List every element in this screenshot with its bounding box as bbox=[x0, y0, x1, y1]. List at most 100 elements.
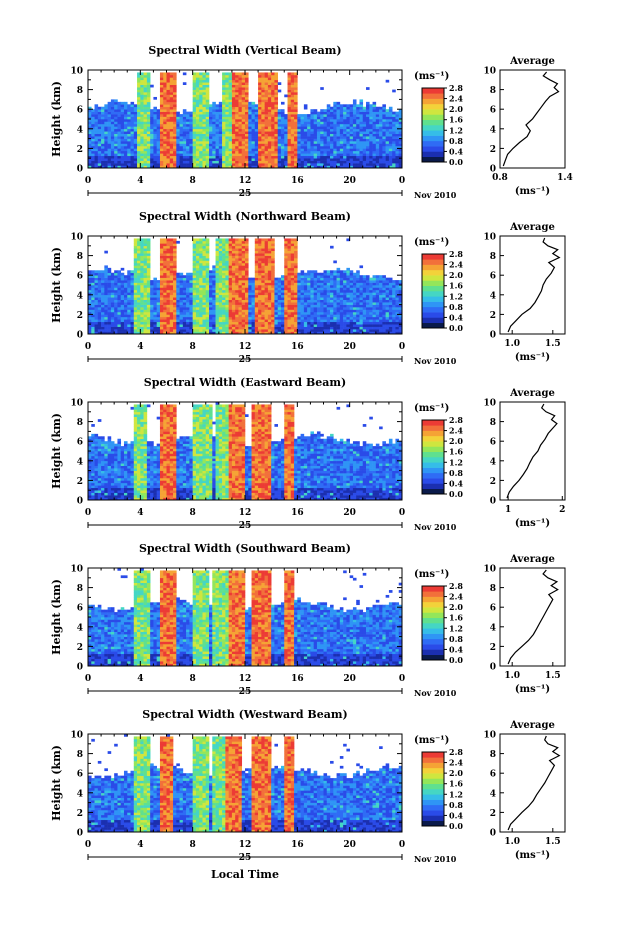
colorbar-label: (ms⁻¹) bbox=[414, 237, 449, 248]
profile-x-tick-label: 1.4 bbox=[557, 173, 573, 183]
colorbar-swatch bbox=[422, 773, 444, 779]
colorbar-tick-label: 1.6 bbox=[449, 613, 463, 623]
colorbar-tick-label: 1.2 bbox=[449, 623, 463, 633]
colorbar-tick-label: 1.2 bbox=[449, 457, 463, 467]
date-month-label: Nov 2010 bbox=[414, 522, 457, 532]
colorbar-swatch bbox=[422, 767, 444, 774]
profile-y-tick-label: 0 bbox=[490, 165, 496, 175]
colorbar-tick-label: 1.6 bbox=[449, 115, 463, 125]
colorbar-swatch bbox=[422, 457, 444, 463]
colorbar-swatch bbox=[422, 135, 444, 142]
x-tick-label: 20 bbox=[343, 674, 356, 684]
profile-y-tick-label: 6 bbox=[490, 272, 496, 282]
colorbar-swatch bbox=[422, 783, 444, 790]
profile-frame bbox=[499, 401, 566, 501]
colorbar-swatch bbox=[422, 488, 444, 495]
x-tick-label: 4 bbox=[137, 176, 143, 186]
colorbar-swatch bbox=[422, 435, 444, 442]
y-axis-label: Height (km) bbox=[50, 745, 63, 821]
profile-x-label: (ms⁻¹) bbox=[515, 850, 550, 861]
y-tick-label: 2 bbox=[77, 477, 83, 487]
colorbar-tick-label: 0.4 bbox=[449, 478, 463, 488]
colorbar-label: (ms⁻¹) bbox=[414, 71, 449, 82]
colorbar-swatch bbox=[422, 425, 444, 431]
profile-y-tick-label: 6 bbox=[490, 604, 496, 614]
y-tick-label: 0 bbox=[77, 497, 83, 507]
profile-y-tick-label: 2 bbox=[490, 809, 496, 819]
y-axis-label: Height (km) bbox=[50, 81, 63, 157]
x-tick-label: 4 bbox=[137, 508, 143, 518]
y-tick-label: 10 bbox=[70, 233, 83, 243]
profile-x-tick-label: 1.0 bbox=[504, 837, 520, 847]
profile-x-tick-label: 1.0 bbox=[504, 339, 520, 349]
x-tick-label: 8 bbox=[190, 840, 196, 850]
colorbar-tick-label: 2.0 bbox=[449, 104, 463, 114]
profile-title: Average bbox=[509, 56, 555, 67]
colorbar-swatch bbox=[422, 103, 444, 110]
colorbar-swatch bbox=[422, 483, 444, 490]
colorbar-tick-label: 0.4 bbox=[449, 644, 463, 654]
colorbar-swatch bbox=[422, 810, 444, 816]
colorbar-swatch bbox=[422, 269, 444, 276]
colorbar-swatch bbox=[422, 125, 444, 131]
colorbar-swatch bbox=[422, 633, 444, 640]
colorbar-swatch bbox=[422, 317, 444, 324]
colorbar-swatch bbox=[422, 420, 444, 426]
colorbar-swatch bbox=[422, 596, 444, 603]
x-tick-label: 4 bbox=[137, 674, 143, 684]
colorbar-swatch bbox=[422, 799, 444, 806]
y-tick-label: 6 bbox=[77, 272, 83, 282]
colorbar-swatch bbox=[422, 296, 444, 302]
profile-y-tick-label: 0 bbox=[490, 331, 496, 341]
x-tick-label: 16 bbox=[291, 674, 304, 684]
profile-y-tick-label: 2 bbox=[490, 145, 496, 155]
x-tick-label: 0 bbox=[399, 176, 405, 186]
colorbar-swatch bbox=[422, 259, 444, 265]
x-tick-label: 12 bbox=[239, 674, 252, 684]
panel-title: Spectral Width (Northward Beam) bbox=[139, 210, 351, 223]
y-tick-label: 0 bbox=[77, 829, 83, 839]
colorbar-swatch bbox=[422, 472, 444, 479]
profile-line bbox=[507, 237, 561, 333]
colorbar-tick-label: 0.8 bbox=[449, 800, 463, 810]
date-month-label: Nov 2010 bbox=[414, 190, 457, 200]
x-tick-label: 16 bbox=[291, 508, 304, 518]
colorbar-tick-label: 2.0 bbox=[449, 270, 463, 280]
x-tick-label: 0 bbox=[85, 176, 91, 186]
profile-y-tick-label: 8 bbox=[490, 86, 496, 96]
colorbar-frame bbox=[421, 419, 445, 495]
x-tick-label: 0 bbox=[399, 342, 405, 352]
profile-frame bbox=[499, 235, 566, 335]
colorbar-tick-label: 0.0 bbox=[449, 323, 463, 333]
colorbar-swatch bbox=[422, 156, 444, 163]
colorbar-swatch bbox=[422, 467, 444, 474]
colorbar-tick-label: 0.4 bbox=[449, 312, 463, 322]
colorbar-tick-label: 2.8 bbox=[449, 249, 463, 259]
x-tick-label: 0 bbox=[399, 508, 405, 518]
y-tick-label: 4 bbox=[77, 623, 83, 633]
x-tick-label: 20 bbox=[343, 176, 356, 186]
colorbar-swatch bbox=[422, 794, 444, 800]
y-axis-label: Height (km) bbox=[50, 413, 63, 489]
profile-y-tick-label: 8 bbox=[490, 584, 496, 594]
colorbar-swatch bbox=[422, 815, 444, 822]
profile-line bbox=[507, 735, 561, 831]
colorbar-tick-label: 0.0 bbox=[449, 489, 463, 499]
profile-x-tick-label: 1.5 bbox=[545, 671, 561, 681]
x-tick-label: 12 bbox=[239, 840, 252, 850]
colorbar-swatch bbox=[422, 275, 444, 281]
profile-y-tick-label: 0 bbox=[490, 497, 496, 507]
colorbar-swatch bbox=[422, 654, 444, 661]
colorbar-tick-label: 2.8 bbox=[449, 581, 463, 591]
x-tick-label: 16 bbox=[291, 840, 304, 850]
colorbar-swatch bbox=[422, 601, 444, 608]
colorbar-swatch bbox=[422, 478, 444, 484]
colorbar-tick-label: 1.6 bbox=[449, 447, 463, 457]
x-tick-label: 16 bbox=[291, 176, 304, 186]
profile-x-label: (ms⁻¹) bbox=[515, 518, 550, 529]
panel-title: Spectral Width (Westward Beam) bbox=[142, 708, 347, 721]
colorbar-tick-label: 0.8 bbox=[449, 634, 463, 644]
colorbar-swatch bbox=[422, 628, 444, 634]
y-tick-label: 2 bbox=[77, 643, 83, 653]
date-day-label: 25 bbox=[239, 355, 252, 365]
